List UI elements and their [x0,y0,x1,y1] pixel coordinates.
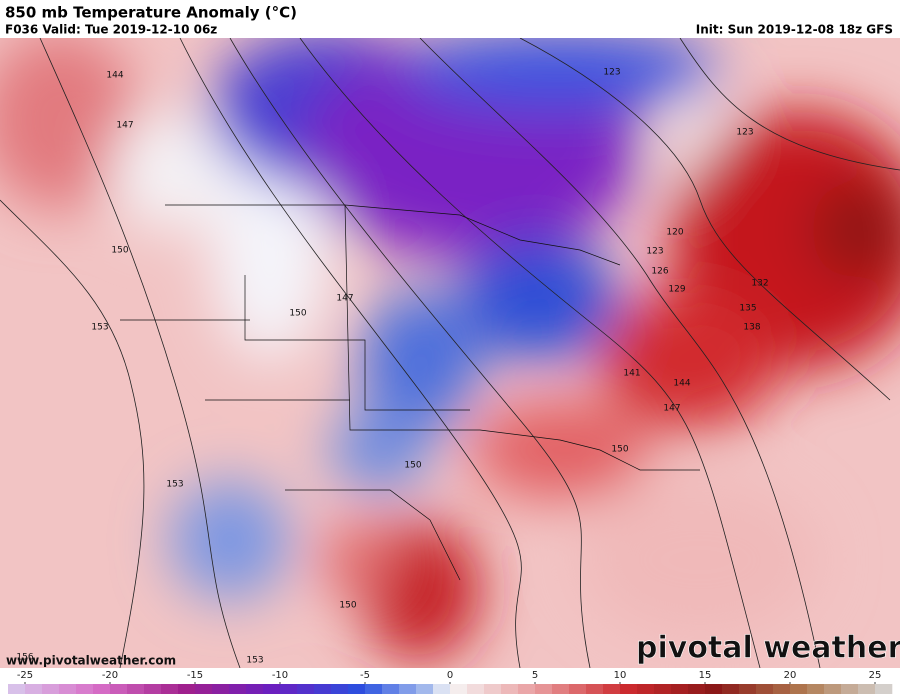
colorbar-tick-label: -20 [102,670,118,681]
contour-label: 141 [623,369,640,379]
colorbar-swatch [433,684,451,694]
colorbar-swatch [807,684,825,694]
contour-labels: 1441471501531531501531561471501501231231… [16,68,768,666]
colorbar-swatch [586,684,604,694]
contour-label: 147 [336,294,353,304]
colorbar-swatch [450,684,468,694]
colorbar-swatch [280,684,298,694]
colorbar-swatch [110,684,128,694]
header-bg [0,0,900,38]
colorbar-swatch [569,684,587,694]
colorbar-tick-label: -25 [17,670,33,681]
colorbar-swatch [739,684,757,694]
contour-label: 150 [611,445,628,455]
colorbar-swatch [93,684,111,694]
contour-label: 138 [743,323,760,333]
colorbar: -25 -20 -15 -10 -5 0 5 10 15 20 25 [8,670,893,694]
colorbar-tick-label: 20 [784,670,797,681]
colorbar-tick-label: 25 [869,670,882,681]
colorbar-swatch [314,684,332,694]
colorbar-tick-label: 0 [447,670,453,681]
contour-label: 150 [404,461,421,471]
contour-label: 150 [289,309,306,319]
contour-label: 123 [646,247,663,257]
colorbar-swatch [875,684,893,694]
contour-label: 144 [106,71,123,81]
website: www.pivotalweather.com [6,654,176,668]
colorbar-swatch [416,684,434,694]
contour-label: 156 [16,653,33,663]
init-time: Init: Sun 2019-12-08 18z GFS [696,23,893,37]
colorbar-tick-label: 15 [699,670,712,681]
colorbar-swatch [824,684,842,694]
colorbar-tick-label: 5 [532,670,538,681]
colorbar-swatch [178,684,196,694]
colorbar-swatch [144,684,162,694]
colorbar-swatch [331,684,349,694]
contour-label: 132 [751,279,768,289]
contour-label: 153 [91,323,108,333]
colorbar-swatch [399,684,417,694]
colorbar-swatch [161,684,179,694]
colorbar-tick-label: 10 [614,670,627,681]
colorbar-swatch [76,684,94,694]
contour-label: 147 [663,404,680,414]
contour-label: 123 [603,68,620,78]
contour-label: 153 [166,480,183,490]
colorbar-tick-label: -10 [272,670,288,681]
contour-label: 135 [739,304,756,314]
map [0,38,900,668]
contour-label: 123 [736,128,753,138]
colorbar-swatch [756,684,774,694]
colorbar-swatch [705,684,723,694]
colorbar-swatch [603,684,621,694]
colorbar-swatch [535,684,553,694]
colorbar-swatch [858,684,876,694]
colorbar-swatch [195,684,213,694]
colorbar-swatch [722,684,740,694]
colorbar-tick-label: -5 [360,670,370,681]
colorbar-swatch [841,684,859,694]
contour-label: 147 [116,121,133,131]
contour-label: 120 [666,228,683,238]
colorbar-swatch [348,684,366,694]
colorbar-swatch [263,684,281,694]
colorbar-swatch [59,684,77,694]
colorbar-swatch [501,684,519,694]
colorbar-swatch [229,684,247,694]
title: 850 mb Temperature Anomaly (°C) [5,4,297,22]
colorbar-swatch [773,684,791,694]
colorbar-swatch [127,684,145,694]
colorbar-swatch [620,684,638,694]
colorbar-swatch [484,684,502,694]
logo: pivotal weather [636,631,900,666]
colorbar-swatch [671,684,689,694]
colorbar-swatch [212,684,230,694]
colorbar-swatch [42,684,60,694]
colorbar-swatch [518,684,536,694]
colorbar-swatch [467,684,485,694]
contour-label: 153 [246,656,263,666]
contour-label: 144 [673,379,690,389]
contour-label: 150 [111,246,128,256]
contour-label: 129 [668,285,685,295]
colorbar-tick-label: -15 [187,670,203,681]
colorbar-swatch [688,684,706,694]
colorbar-swatch [246,684,264,694]
colorbar-swatch [8,684,26,694]
colorbar-swatch [365,684,383,694]
colorbar-swatch [654,684,672,694]
colorbar-swatch [637,684,655,694]
colorbar-swatch [790,684,808,694]
contour-label: 150 [339,601,356,611]
colorbar-swatch [297,684,315,694]
colorbar-swatch [25,684,43,694]
colorbar-swatch [382,684,400,694]
valid-time: F036 Valid: Tue 2019-12-10 06z [5,23,217,37]
colorbar-swatch [552,684,570,694]
contour-label: 126 [651,267,668,277]
